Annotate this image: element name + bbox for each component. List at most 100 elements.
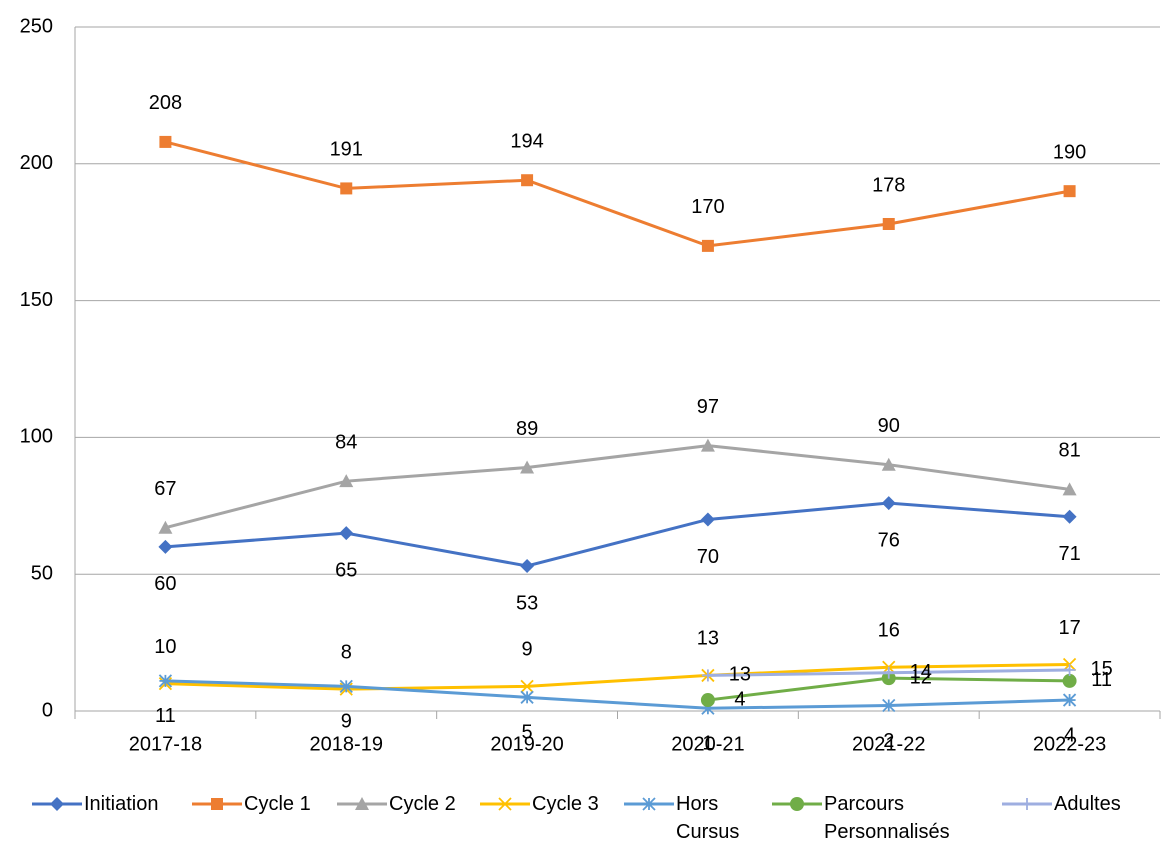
data-label: 76 — [878, 529, 900, 551]
data-label: 8 — [341, 641, 352, 663]
data-label: 81 — [1058, 440, 1080, 462]
series-line — [165, 140, 1070, 248]
data-label: 9 — [341, 711, 352, 733]
x-tick-label: 2020-21 — [671, 733, 744, 755]
marker — [520, 558, 535, 573]
data-label: 11 — [155, 705, 176, 727]
legend-label: Parcours Personnalisés — [824, 793, 950, 843]
data-label: 53 — [516, 592, 538, 614]
data-label: 13 — [729, 664, 751, 686]
data-label: 67 — [154, 478, 176, 500]
data-label: 1 — [702, 733, 713, 755]
marker — [158, 674, 173, 688]
chart: 0 50 100 150 200 250 2017-18 2018-19 2019-20 2020… — [20, 15, 1161, 755]
marker — [339, 526, 354, 541]
data-label: 65 — [335, 559, 357, 581]
y-tick-label: 150 — [20, 289, 53, 311]
data-label: 71 — [1058, 543, 1080, 565]
marker — [1063, 185, 1076, 198]
legend-label: Initiation — [84, 793, 159, 815]
legend-symbol — [624, 797, 674, 811]
marker — [158, 539, 173, 554]
series-line — [165, 679, 1070, 710]
marker — [881, 496, 896, 511]
marker — [355, 797, 369, 810]
data-label: 70 — [697, 546, 719, 568]
legend-item: Adultes — [1000, 790, 1121, 818]
data-label: 208 — [149, 92, 182, 114]
marker — [1062, 482, 1077, 496]
marker — [701, 239, 714, 252]
legend-item: Cycle 3 — [478, 790, 599, 818]
data-label: 15 — [1090, 658, 1112, 680]
marker — [50, 797, 64, 811]
legend-item: Initiation — [30, 790, 159, 818]
data-label: 11 — [1091, 669, 1112, 691]
marker — [1063, 663, 1076, 676]
marker — [520, 460, 535, 474]
marker — [520, 679, 534, 694]
data-label: 9 — [522, 639, 533, 661]
marker — [882, 217, 895, 230]
data-label: 84 — [335, 431, 357, 453]
x-tick-label: 2017-18 — [129, 733, 202, 755]
marker — [1062, 509, 1077, 524]
data-label: 194 — [510, 130, 543, 152]
series-line — [165, 444, 1070, 530]
marker — [701, 669, 714, 682]
legend-symbol — [1002, 798, 1052, 810]
y-tick-label: 200 — [20, 152, 53, 174]
legend-symbol — [337, 797, 387, 810]
y-tick-label: 50 — [31, 562, 53, 584]
legend-item: Cycle 2 — [335, 790, 456, 818]
marker — [700, 438, 715, 452]
legend-label: Cycle 2 — [389, 793, 456, 815]
data-label: 5 — [522, 722, 533, 744]
data-label: 170 — [691, 196, 724, 218]
legend: Initiation Cycle 1 Cycle 2 Cycle 3 Hors Curs… — [0, 790, 1163, 845]
marker — [498, 797, 512, 811]
data-label: 4 — [734, 688, 745, 710]
marker — [339, 679, 353, 694]
marker — [1062, 693, 1077, 707]
legend-symbol — [772, 797, 822, 811]
data-label: 178 — [872, 174, 905, 196]
marker — [790, 797, 804, 811]
marker — [158, 520, 173, 534]
legend-label: Adultes — [1054, 793, 1121, 815]
legend-item: Cycle 1 — [190, 790, 311, 818]
marker — [521, 174, 534, 187]
series-line — [165, 501, 1070, 568]
marker — [882, 698, 896, 713]
data-label: 13 — [697, 628, 719, 650]
x-tick-label: 2018-19 — [310, 733, 383, 755]
x-tick-label: 2019-20 — [490, 733, 563, 755]
marker — [211, 798, 223, 810]
marker — [339, 474, 354, 488]
x-tick-label: 2022-23 — [1033, 733, 1106, 755]
y-tick-label: 100 — [20, 426, 53, 448]
legend-item: Parcours Personnalisés — [770, 790, 974, 846]
legend-item: Hors Cursus — [622, 790, 739, 846]
legend-label: Cycle 1 — [244, 793, 311, 815]
data-label: 17 — [1058, 617, 1080, 639]
data-label: 60 — [154, 573, 176, 595]
marker — [700, 512, 715, 527]
marker — [340, 182, 353, 195]
data-label: 14 — [910, 661, 932, 683]
marker — [1021, 798, 1033, 810]
legend-symbol — [32, 797, 82, 811]
marker — [159, 135, 172, 148]
legend-symbol — [480, 797, 530, 811]
marker — [882, 666, 895, 679]
data-label: 16 — [878, 620, 900, 642]
x-tick-label: 2021-22 — [852, 733, 925, 755]
y-tick-label: 0 — [42, 699, 53, 721]
marker — [881, 457, 896, 471]
series-line — [165, 662, 1070, 691]
marker — [1062, 673, 1077, 688]
data-label: 191 — [330, 139, 363, 161]
data-label: 10 — [154, 636, 176, 658]
marker — [642, 797, 656, 811]
